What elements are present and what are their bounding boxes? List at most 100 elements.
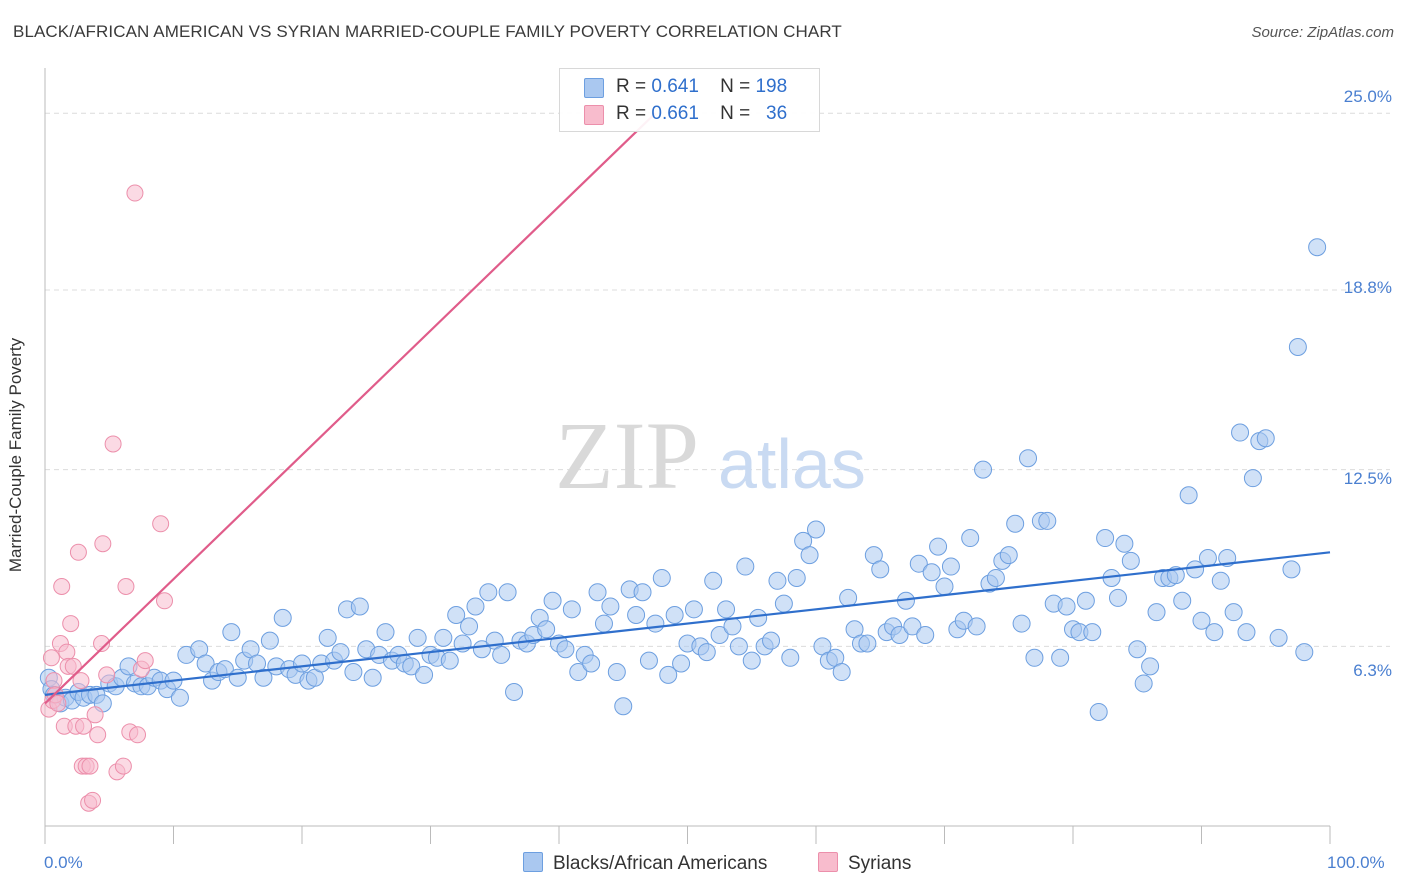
data-point bbox=[762, 631, 781, 650]
data-point bbox=[1134, 674, 1153, 693]
data-point bbox=[222, 623, 241, 642]
data-point bbox=[749, 608, 768, 627]
data-point bbox=[556, 640, 575, 659]
data-point bbox=[839, 588, 858, 607]
data-point bbox=[1288, 338, 1307, 357]
data-point bbox=[594, 614, 613, 633]
data-point bbox=[704, 571, 723, 590]
data-point bbox=[64, 657, 82, 675]
data-point bbox=[858, 634, 877, 653]
data-point bbox=[1083, 623, 1102, 642]
data-point bbox=[156, 592, 174, 610]
legend-swatch-pink bbox=[818, 852, 838, 872]
data-point bbox=[1179, 486, 1198, 505]
data-point bbox=[363, 668, 382, 687]
trend-lines bbox=[44, 112, 1331, 705]
data-point bbox=[582, 654, 601, 673]
data-point bbox=[1128, 640, 1147, 659]
x-tick-label: 0.0% bbox=[44, 853, 83, 872]
legend-label: Blacks/African Americans bbox=[553, 853, 768, 874]
data-point bbox=[562, 600, 581, 619]
series-blacks-points bbox=[39, 238, 1327, 721]
n-value: 198 bbox=[755, 76, 788, 97]
data-point bbox=[89, 726, 107, 744]
data-point bbox=[922, 563, 941, 582]
data-point bbox=[607, 663, 626, 682]
data-point bbox=[1192, 611, 1211, 630]
data-point bbox=[935, 577, 954, 596]
r-label: R = bbox=[616, 76, 647, 97]
data-point bbox=[871, 560, 890, 579]
data-point bbox=[723, 617, 742, 636]
legend-swatch-pink bbox=[584, 105, 604, 125]
legend-item-blacks: Blacks/African Americans bbox=[523, 852, 767, 875]
data-point bbox=[717, 600, 736, 619]
data-point bbox=[1096, 529, 1115, 548]
chart-title: BLACK/AFRICAN AMERICAN VS SYRIAN MARRIED… bbox=[13, 22, 842, 41]
data-point bbox=[58, 643, 76, 661]
watermark-zip: ZIP bbox=[555, 402, 699, 509]
data-point bbox=[402, 657, 421, 676]
data-point bbox=[890, 625, 909, 644]
data-point bbox=[1057, 597, 1076, 616]
data-point bbox=[293, 654, 311, 673]
data-point bbox=[45, 672, 63, 690]
data-point bbox=[152, 515, 170, 533]
data-point bbox=[114, 757, 132, 775]
legend-item-syrians: Syrians bbox=[818, 852, 911, 875]
gridlines bbox=[45, 112, 1390, 647]
data-point bbox=[505, 682, 524, 701]
data-point bbox=[440, 651, 459, 670]
data-point bbox=[273, 608, 292, 627]
data-point bbox=[117, 578, 135, 596]
data-point bbox=[1108, 588, 1127, 607]
data-point bbox=[986, 568, 1005, 587]
data-point bbox=[652, 568, 671, 587]
data-point bbox=[1089, 702, 1108, 721]
data-point bbox=[1006, 514, 1025, 533]
data-point bbox=[434, 628, 453, 647]
data-point bbox=[569, 663, 588, 682]
data-point bbox=[961, 529, 980, 548]
data-point bbox=[81, 757, 99, 775]
data-point bbox=[75, 717, 93, 735]
data-point bbox=[498, 583, 517, 602]
data-point bbox=[1237, 623, 1256, 642]
n-label: N = bbox=[720, 103, 751, 124]
data-point bbox=[196, 654, 215, 673]
source-label: Source: ZipAtlas.com bbox=[1251, 24, 1394, 41]
data-point bbox=[104, 435, 122, 453]
y-tick-label: 12.5% bbox=[1343, 469, 1392, 488]
data-point bbox=[736, 557, 755, 576]
data-point bbox=[254, 668, 273, 687]
data-point bbox=[479, 583, 498, 602]
data-point bbox=[1038, 511, 1057, 530]
data-point bbox=[460, 617, 479, 636]
data-point bbox=[967, 617, 986, 636]
y-tick-label: 25.0% bbox=[1343, 87, 1392, 106]
data-point bbox=[832, 663, 851, 682]
data-point bbox=[974, 460, 993, 479]
data-point bbox=[94, 535, 112, 553]
data-point bbox=[800, 546, 819, 565]
data-point bbox=[1308, 238, 1327, 257]
data-point bbox=[1269, 628, 1288, 647]
data-point bbox=[665, 606, 684, 625]
data-point bbox=[639, 651, 658, 670]
data-point bbox=[492, 645, 511, 664]
data-point bbox=[1025, 648, 1044, 667]
data-point bbox=[903, 617, 922, 636]
data-point bbox=[807, 520, 825, 539]
data-point bbox=[1256, 429, 1275, 448]
data-point bbox=[98, 666, 116, 684]
data-point bbox=[627, 606, 646, 625]
data-point bbox=[537, 620, 556, 639]
data-point bbox=[53, 578, 71, 596]
data-point bbox=[1282, 560, 1301, 579]
data-point bbox=[318, 628, 337, 647]
data-point bbox=[710, 625, 729, 644]
data-point bbox=[999, 546, 1018, 565]
data-point bbox=[1051, 648, 1070, 667]
data-point bbox=[1012, 614, 1031, 633]
